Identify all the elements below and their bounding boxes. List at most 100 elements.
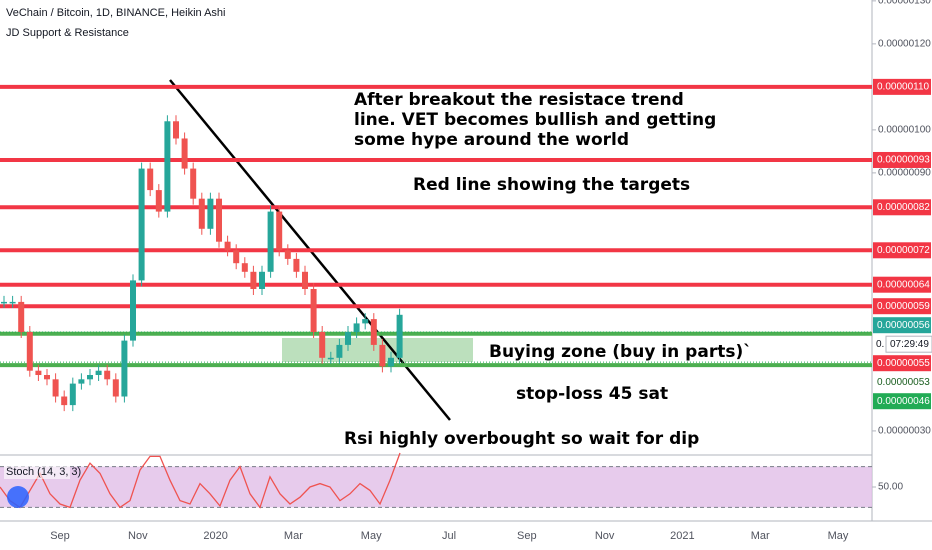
candle <box>379 344 386 367</box>
candle <box>181 138 188 169</box>
price-label: 0.00000055 <box>877 358 930 369</box>
candle <box>138 168 145 281</box>
candle <box>112 379 119 397</box>
countdown-bg <box>885 335 932 353</box>
candle <box>250 271 257 289</box>
annotation: Rsi highly overbought so wait for dip <box>344 429 699 449</box>
annotation: line. VET becomes bullish and getting <box>354 110 716 130</box>
candle <box>9 301 16 304</box>
candle <box>276 211 283 251</box>
candle <box>1 301 7 304</box>
price-label-bg <box>873 393 931 410</box>
candle <box>388 357 394 367</box>
price-label: 0.00000072 <box>877 245 930 256</box>
candle <box>233 250 240 264</box>
y-tick-label: 0.00000100 <box>878 125 931 136</box>
x-tick-label: Jul <box>442 530 456 542</box>
candle <box>87 375 93 380</box>
annotation: some hype around the world <box>354 130 629 150</box>
price-label-bg <box>873 355 931 372</box>
candle <box>302 271 308 289</box>
symbol-title: VeChain / Bitcoin, 1D, BINANCE, Heikin A… <box>6 7 225 19</box>
candle <box>173 121 179 139</box>
candle <box>18 301 25 333</box>
candle <box>293 258 300 272</box>
candle <box>198 198 205 229</box>
x-tick-label: 2020 <box>203 530 227 542</box>
candle <box>130 280 136 341</box>
candle <box>78 379 85 384</box>
candle <box>336 344 343 358</box>
candle <box>284 250 291 259</box>
candle <box>267 211 274 272</box>
price-label: 0.00000064 <box>877 279 930 290</box>
price-label-bg <box>873 78 931 95</box>
annotation: Buying zone (buy in parts)` <box>489 342 752 362</box>
price-label: 0.00000059 <box>877 301 930 312</box>
candle <box>319 332 326 358</box>
price-label-bg <box>873 317 931 334</box>
candle <box>224 241 231 251</box>
y-tick-label: 0.00000130 <box>878 0 931 7</box>
candle <box>147 168 154 191</box>
candle <box>61 396 68 406</box>
x-tick-label: 2021 <box>670 530 694 542</box>
candle <box>155 190 162 212</box>
annotation: After breakout the resistace trend <box>354 90 684 110</box>
price-label: 0.00000056 <box>877 320 930 331</box>
x-tick-label: Nov <box>595 530 615 542</box>
x-tick-label: Mar <box>284 530 303 542</box>
candle <box>69 383 76 406</box>
candle <box>216 198 222 242</box>
stoch-title-bg <box>4 465 70 479</box>
logo <box>7 486 29 508</box>
candle <box>95 370 102 376</box>
price-label: 0.00000082 <box>877 202 930 213</box>
price-label-bg <box>873 298 931 315</box>
price-label: 0.00000093 <box>877 155 930 166</box>
candle <box>104 370 111 380</box>
price-label-bg <box>873 199 931 216</box>
y-tick-label: 0.00000120 <box>878 39 931 50</box>
indicator-title: JD Support & Resistance <box>6 27 129 39</box>
candle <box>362 319 369 324</box>
price-label-bg <box>873 276 931 293</box>
candle <box>345 332 351 345</box>
candle <box>259 271 265 289</box>
candle <box>26 332 33 371</box>
x-tick-label: Sep <box>517 530 537 542</box>
candle <box>353 323 360 333</box>
x-tick-label: Sep <box>50 530 70 542</box>
price-label: 0.00000053 <box>877 377 930 388</box>
stoch-tick-label: 50.00 <box>878 482 903 493</box>
candle <box>207 198 214 229</box>
annotation: Red line showing the targets <box>413 175 690 195</box>
x-tick-label: May <box>361 530 382 542</box>
price-label: 0.00000110 <box>877 82 930 93</box>
y-tick-label: 0.00000030 <box>878 426 931 437</box>
candle <box>396 314 403 358</box>
countdown: 07:29:49 <box>890 339 929 350</box>
candle <box>327 357 334 360</box>
current-price: 0. <box>876 339 884 350</box>
price-label: 0.00000046 <box>877 396 930 407</box>
candle <box>44 375 50 380</box>
price-label-bg <box>873 374 931 391</box>
candle <box>241 263 248 272</box>
candle <box>52 379 59 397</box>
x-tick-label: May <box>828 530 849 542</box>
price-label-bg <box>873 242 931 259</box>
y-tick-label: 0.00000090 <box>878 168 931 179</box>
candle <box>164 121 171 212</box>
stoch-title: Stoch (14, 3, 3) <box>6 466 81 478</box>
buying-zone <box>282 338 473 362</box>
stoch-band <box>0 466 872 508</box>
candle <box>310 288 317 333</box>
x-tick-label: Nov <box>128 530 148 542</box>
candle <box>190 168 197 199</box>
stoch-line <box>0 452 401 509</box>
price-label-bg <box>873 151 931 168</box>
candle <box>370 319 377 345</box>
annotation: stop-loss 45 sat <box>516 384 668 404</box>
